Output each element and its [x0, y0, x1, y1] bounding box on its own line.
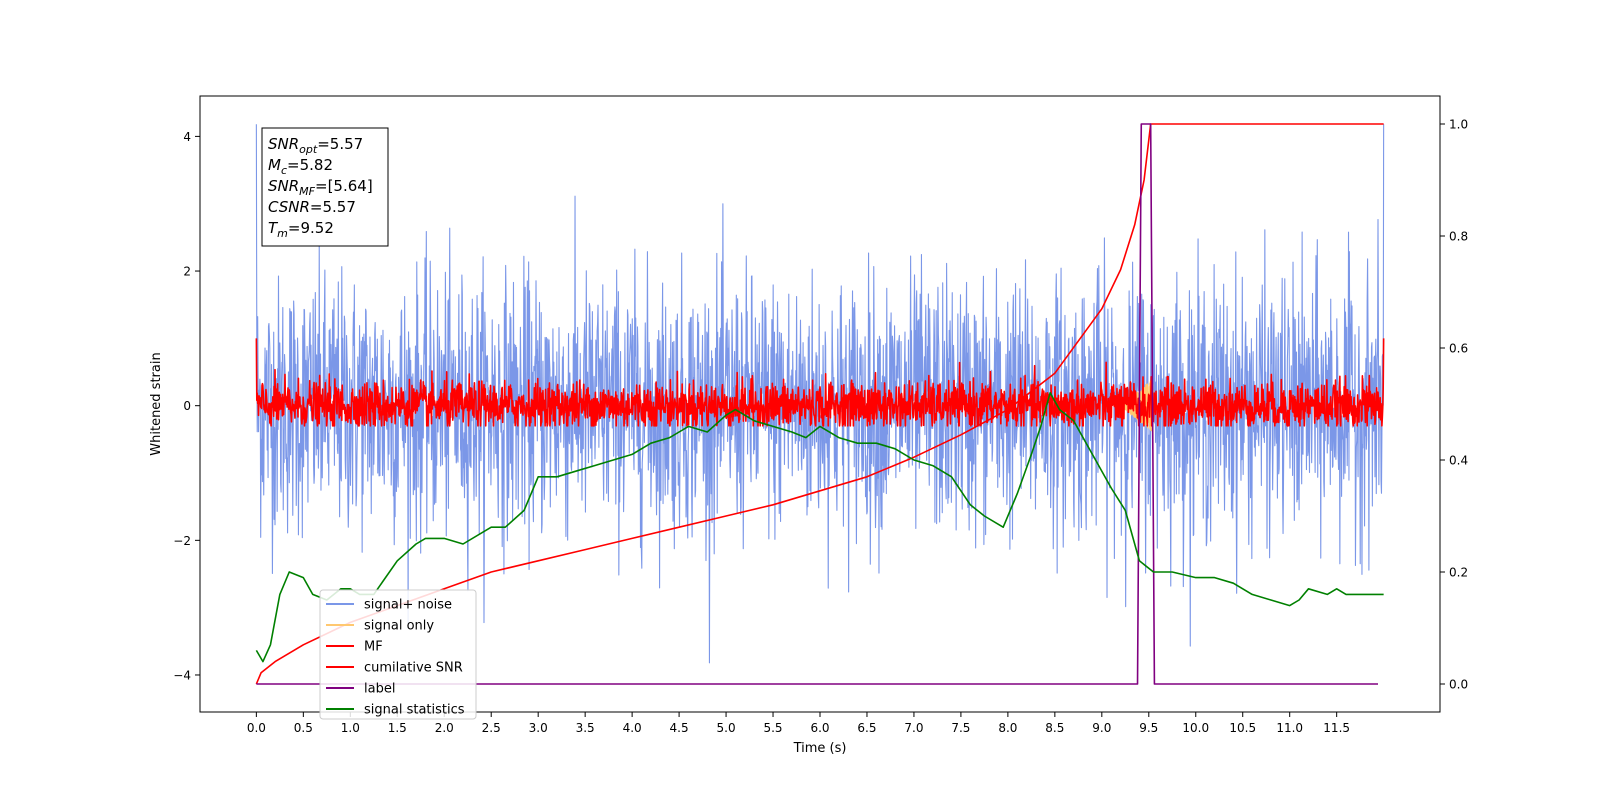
y-tick-label: 4: [183, 130, 191, 144]
x-tick-label: 2.5: [482, 721, 501, 735]
x-tick-label: 5.0: [717, 721, 736, 735]
annotation-line: SNRMF=[5.64]: [268, 177, 373, 198]
x-tick-label: 7.5: [951, 721, 970, 735]
x-tick-label: 6.0: [810, 721, 829, 735]
legend-label-mf: MF: [364, 640, 383, 655]
legend: signal+ noise signal only MF cumilative SNR…: [319, 589, 477, 720]
annotation-frame: [261, 127, 389, 247]
annotation-line: Mc=5.82: [268, 156, 333, 177]
x-tick-label: 1.0: [341, 721, 360, 735]
legend-frame: [319, 589, 477, 720]
y-tick-label: −2: [173, 534, 191, 548]
x-tick-label: 8.0: [998, 721, 1017, 735]
x-tick-label: 9.0: [1092, 721, 1111, 735]
x-tick-label: 4.0: [623, 721, 642, 735]
x-tick-label: 10.0: [1182, 721, 1209, 735]
annotation-line: Tm=9.52: [268, 219, 334, 240]
series-signal-statistics: [255, 392, 1384, 663]
y-tick-label: −4: [173, 668, 191, 682]
y-right-tick-label: 1.0: [1449, 118, 1468, 132]
x-tick-label: 6.5: [857, 721, 876, 735]
y-right-tick-label: 0.4: [1449, 454, 1468, 468]
x-tick-label: 10.5: [1229, 721, 1256, 735]
x-tick-label: 0.0: [247, 721, 266, 735]
x-tick-label: 2.0: [435, 721, 454, 735]
x-tick-label: 3.5: [576, 721, 595, 735]
x-axis-label: Time (s): [793, 741, 847, 756]
x-tick-label: 3.0: [529, 721, 548, 735]
x-tick-label: 4.5: [670, 721, 689, 735]
x-tick-label: 9.5: [1139, 721, 1158, 735]
legend-label-signal-noise: signal+ noise: [364, 598, 452, 613]
x-tick-label: 11.0: [1276, 721, 1303, 735]
y-right-tick-label: 0.6: [1449, 342, 1468, 356]
y-right-tick-label: 0.0: [1449, 678, 1468, 692]
legend-label-label: label: [364, 682, 395, 697]
y-right-tick-label: 0.8: [1449, 230, 1468, 244]
y-axis-label: Whitened strain: [149, 352, 164, 455]
y-right-tick-label: 0.2: [1449, 566, 1468, 580]
annotation-line: CSNR=5.57: [268, 198, 356, 216]
x-axis-ticks: 0.0 0.5 1.0 1.5 2.0 2.5 3.0 3.5 4.0 4.5 5.0 5.5 6.0 6…: [247, 712, 1350, 735]
x-tick-label: 5.5: [763, 721, 782, 735]
series-mf: [255, 338, 1385, 427]
legend-label-signal-only: signal only: [364, 619, 434, 634]
y-axis-right-ticks: 0.0 0.2 0.4 0.6 0.8 1.0: [1440, 118, 1468, 692]
y-axis-ticks: −4 −2 0 2 4: [173, 130, 200, 682]
legend-label-cumilative-snr: cumilative SNR: [364, 661, 463, 676]
x-tick-label: 0.5: [294, 721, 313, 735]
x-tick-label: 1.5: [388, 721, 407, 735]
x-tick-label: 11.5: [1323, 721, 1350, 735]
annotation-line: SNRopt=5.57: [268, 135, 363, 156]
legend-label-signal-statistics: signal statistics: [364, 703, 465, 718]
series-label: [256, 123, 1378, 685]
y-tick-label: 0: [183, 399, 191, 413]
x-tick-label: 8.5: [1045, 721, 1064, 735]
y-tick-label: 2: [183, 265, 191, 279]
x-tick-label: 7.0: [904, 721, 923, 735]
